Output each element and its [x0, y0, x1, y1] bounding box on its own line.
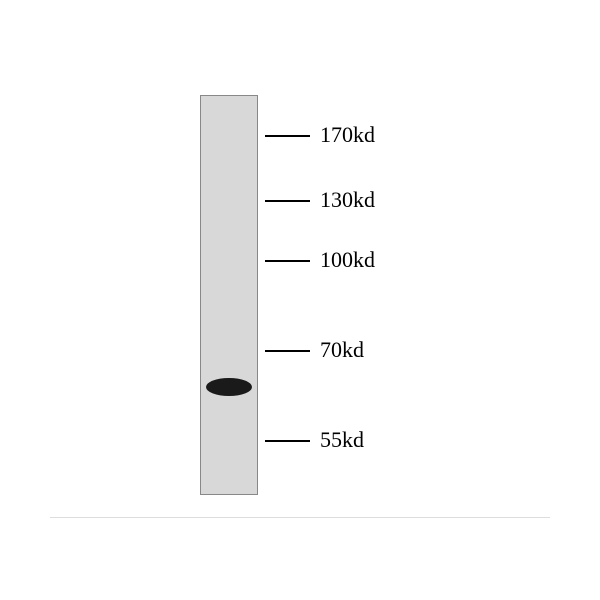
marker-label: 100kd — [320, 247, 375, 273]
marker-tick — [265, 350, 310, 352]
marker-tick — [265, 260, 310, 262]
marker-label: 130kd — [320, 187, 375, 213]
marker-label: 170kd — [320, 122, 375, 148]
gel-lane — [200, 95, 258, 495]
marker-tick — [265, 135, 310, 137]
marker-label: 55kd — [320, 427, 364, 453]
blot-container: 170kd 130kd 100kd 70kd 55kd — [0, 0, 600, 600]
marker-tick — [265, 440, 310, 442]
marker-tick — [265, 200, 310, 202]
protein-band — [206, 378, 252, 396]
bottom-rule — [50, 517, 550, 518]
marker-label: 70kd — [320, 337, 364, 363]
